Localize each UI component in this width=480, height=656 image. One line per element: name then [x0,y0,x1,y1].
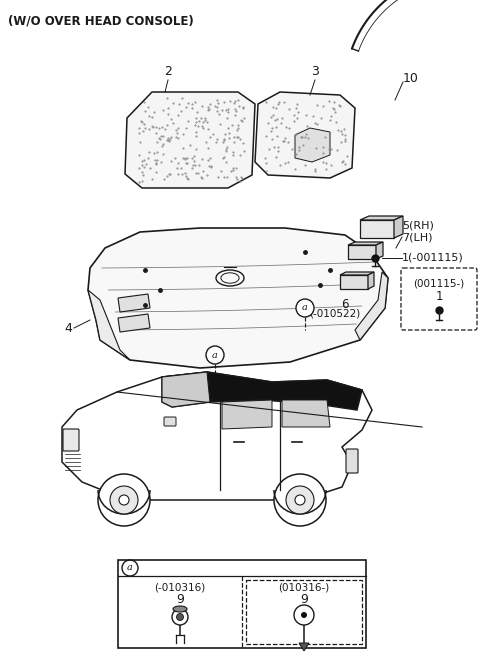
FancyBboxPatch shape [164,417,176,426]
FancyBboxPatch shape [346,449,358,473]
Text: (001115-): (001115-) [413,279,465,289]
Polygon shape [282,400,330,427]
Text: (010316-): (010316-) [278,582,330,592]
Polygon shape [118,294,150,312]
Text: 5(RH): 5(RH) [402,220,434,230]
Polygon shape [118,314,150,332]
Text: 1: 1 [435,290,443,303]
Polygon shape [360,220,394,238]
Text: (-010522): (-010522) [310,308,360,318]
Polygon shape [368,272,374,289]
Polygon shape [222,400,272,429]
Polygon shape [299,643,309,651]
Circle shape [119,495,129,505]
FancyBboxPatch shape [63,429,79,451]
Polygon shape [62,372,372,500]
Polygon shape [348,245,376,259]
Polygon shape [340,272,374,275]
Polygon shape [355,272,388,340]
Polygon shape [295,128,330,162]
Circle shape [98,474,150,526]
Text: (-010316): (-010316) [155,582,205,592]
Text: 9: 9 [176,593,184,606]
Polygon shape [394,216,403,238]
Circle shape [286,486,314,514]
Circle shape [296,299,314,317]
Text: a: a [127,564,133,573]
Text: 1(-001115): 1(-001115) [402,253,464,263]
Text: 2: 2 [164,65,172,78]
Text: a: a [212,350,218,359]
Text: 10: 10 [403,72,419,85]
Polygon shape [348,242,383,245]
Bar [118,560,366,648]
Text: 4: 4 [64,321,72,335]
Circle shape [110,486,138,514]
Polygon shape [162,372,362,410]
Polygon shape [255,92,355,178]
Circle shape [206,346,224,364]
Circle shape [295,495,305,505]
Text: 3: 3 [311,65,319,78]
Text: 6: 6 [341,298,349,311]
Circle shape [122,560,138,576]
Circle shape [172,609,188,625]
Polygon shape [376,242,383,259]
Circle shape [294,605,314,625]
Text: 7(LH): 7(LH) [402,232,432,242]
Polygon shape [360,216,403,220]
Polygon shape [340,275,368,289]
Ellipse shape [173,606,187,612]
Polygon shape [162,372,210,407]
Text: a: a [302,304,308,312]
Circle shape [301,612,307,618]
Text: 9: 9 [300,593,308,606]
Circle shape [177,613,183,621]
Polygon shape [125,92,255,188]
Polygon shape [88,290,130,360]
Text: (W/O OVER HEAD CONSOLE): (W/O OVER HEAD CONSOLE) [8,14,194,27]
Circle shape [274,474,326,526]
Polygon shape [88,228,388,368]
